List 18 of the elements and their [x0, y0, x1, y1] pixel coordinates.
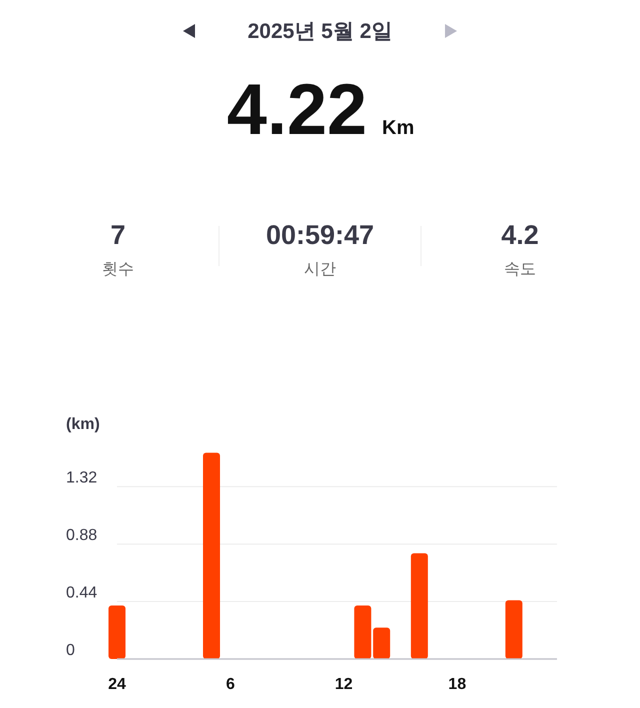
chart-title: 2025년 5월 2일 — [248, 20, 392, 43]
y-tick-label: 1.32 — [66, 470, 98, 487]
text: 4.22 — [226, 70, 368, 150]
text: 속도 — [504, 261, 536, 278]
x-tick-label: 18 — [448, 676, 466, 693]
text: 횟수 — [102, 261, 134, 278]
x-tick-label: 12 — [334, 676, 353, 693]
text: 4.2 — [501, 220, 539, 250]
y-tick-label: 0.44 — [66, 584, 98, 602]
text: 7 — [110, 220, 126, 250]
y-tick-label: 0 — [66, 642, 75, 659]
y-axis-title: (km) — [66, 416, 100, 433]
text: Km — [382, 117, 414, 139]
y-tick-label: 0.88 — [66, 527, 98, 544]
x-tick-label: 24 — [108, 676, 126, 693]
text: 시간 — [304, 261, 336, 278]
x-tick-label: 6 — [226, 676, 235, 693]
text: 00:59:47 — [266, 220, 374, 250]
